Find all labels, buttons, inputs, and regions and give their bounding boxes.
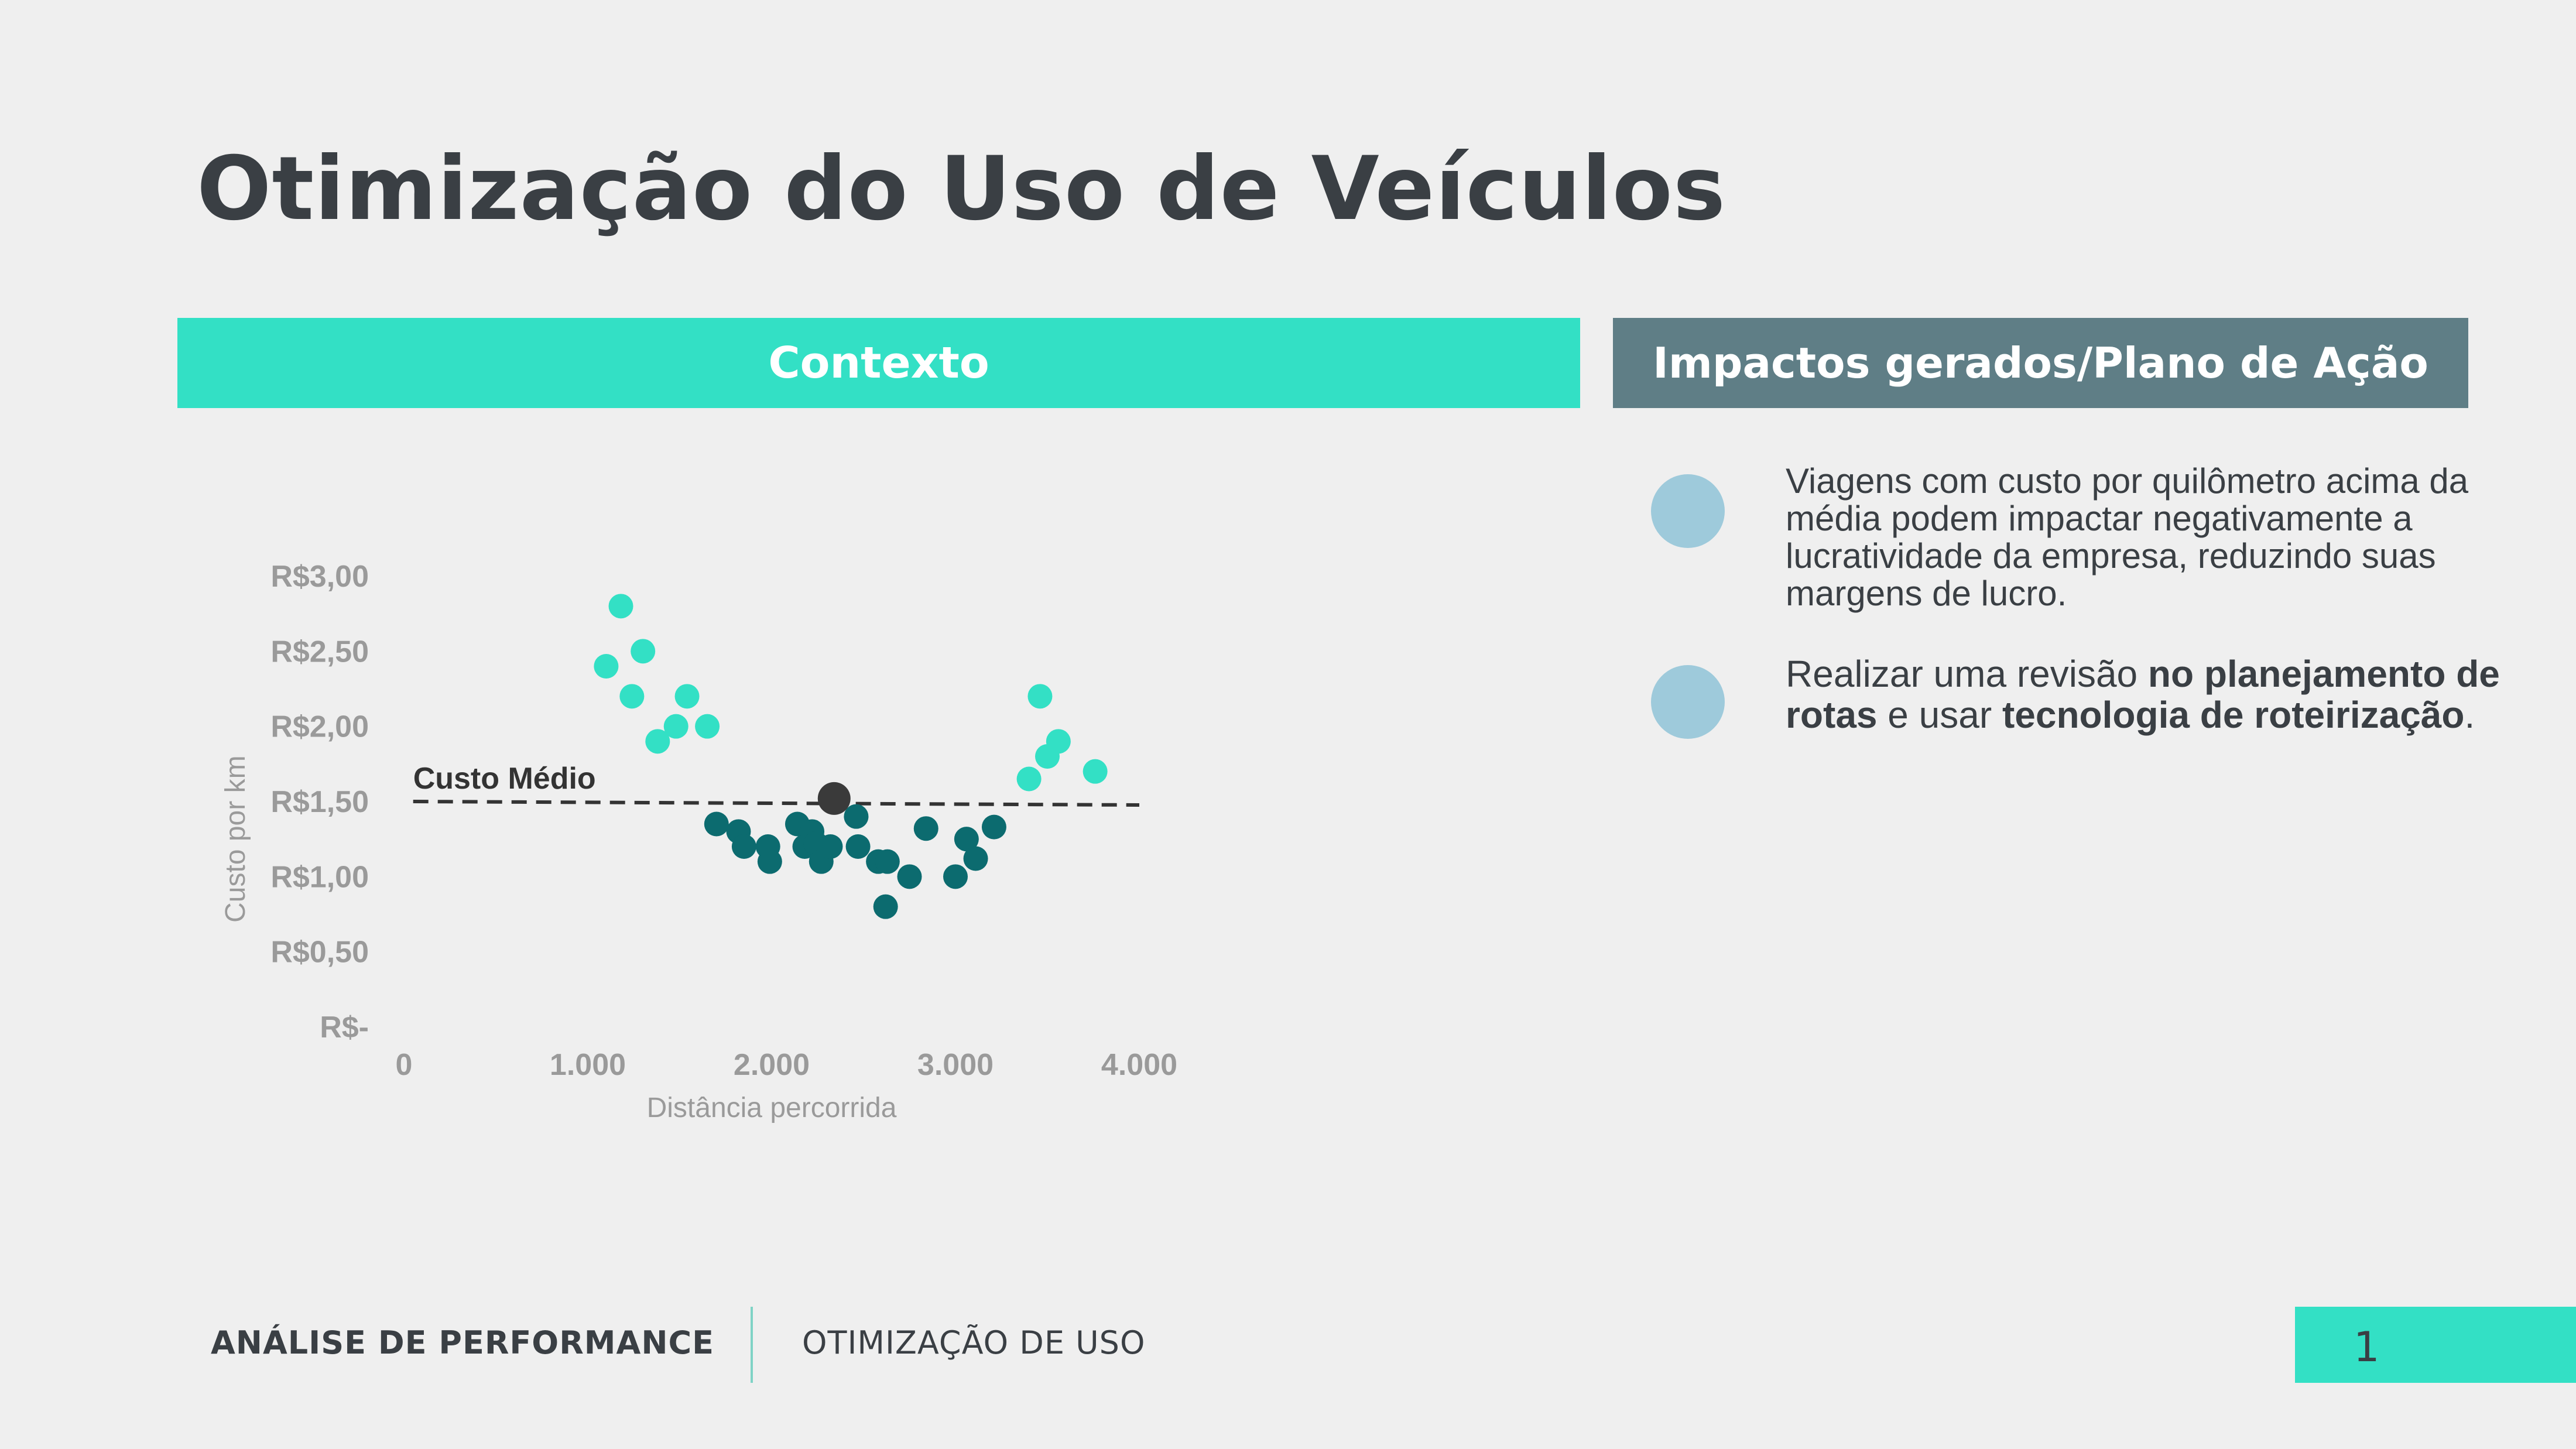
y-tick-label: R$2,00 [270,710,369,744]
y-axis-label: Custo por km [220,755,251,922]
below-average-point [873,894,898,919]
y-tick-label: R$0,50 [270,936,369,970]
impacts-banner: Impactos gerados/Plano de Ação [1613,318,2468,408]
footer-subtitle: OTIMIZAÇÃO DE USO [802,1324,1146,1361]
bullet-text-2-part-2: e usar [1877,694,2002,736]
y-tick-label: R$2,50 [270,635,369,669]
above-average-point [663,714,688,739]
below-average-point [954,827,979,852]
bullet-text-2-bold-2: tecnologia de roteirização [2002,694,2465,736]
above-average-point [619,684,645,709]
below-average-point [844,804,869,829]
average-cost-line [413,800,1140,807]
above-average-point [695,714,720,739]
bullet-text-1: Viagens com custo por quilômetro acima d… [1786,461,2469,613]
below-average-point [943,864,968,889]
below-average-point [818,834,843,859]
below-average-point [845,834,871,859]
average-cost-label: Custo Médio [413,762,596,796]
impacts-banner-label: Impactos gerados/Plano de Ação [1653,338,2428,388]
below-average-point [963,846,988,871]
page-title: Otimização do Uso de Veículos [197,138,1727,240]
above-average-point [1016,766,1042,792]
x-tick-label: 0 [396,1048,413,1082]
above-average-point [674,684,700,709]
y-tick-label: R$3,00 [270,560,369,594]
above-average-point [1027,684,1053,709]
above-average-point [1083,759,1108,784]
above-average-point [645,729,670,754]
cost-scatter-chart: R$- R$0,50 R$1,00 R$1,50 R$2,00 R$2,50 R$3,00 0… [220,560,1177,1123]
average-point [817,782,851,815]
bullet-dot-icon [1651,665,1725,739]
bullet-item-1: Viagens com custo por quilômetro acima d… [1651,463,2547,612]
y-tick-label: R$- [320,1010,369,1044]
below-average-point [704,811,729,837]
page-number: 1 [2354,1323,2380,1371]
above-average-point [594,654,619,679]
x-tick-label: 3.000 [917,1048,994,1082]
below-average-point [731,834,756,859]
below-average-point [897,864,922,889]
page-number-box: 1 [2295,1307,2576,1383]
below-average-point [913,816,938,841]
context-banner: Contexto [177,318,1580,408]
above-average-point [608,594,633,619]
bullet-dot-icon [1651,474,1725,548]
bullet-text-2-part-3: . [2464,694,2475,736]
bullet-item-2: Realizar uma revisão no planejamento de … [1651,653,2547,739]
y-tick-label: R$1,00 [270,860,369,894]
x-tick-label: 4.000 [1101,1048,1177,1082]
below-average-point [757,849,782,874]
footer-divider [751,1307,753,1383]
footer-section-title: ANÁLISE DE PERFORMANCE [211,1324,715,1361]
above-average-point [631,639,656,664]
bullet-text-2-bold-1: no planejamento de rotas [1786,653,2500,736]
context-banner-label: Contexto [768,338,989,388]
x-tick-label: 1.000 [550,1048,626,1082]
below-average-point [981,814,1006,840]
y-tick-label: R$1,50 [270,785,369,819]
x-tick-label: 2.000 [734,1048,810,1082]
impacts-bullet-list: Viagens com custo por quilômetro acima d… [1651,463,2547,780]
bullet-text-2: Realizar uma revisão no planejamento de … [1786,653,2547,735]
x-axis-label: Distância percorrida [647,1092,897,1123]
bullet-text-2-part-1: Realizar uma revisão [1786,653,2148,695]
below-average-point [875,849,900,874]
above-average-point [1046,729,1071,754]
